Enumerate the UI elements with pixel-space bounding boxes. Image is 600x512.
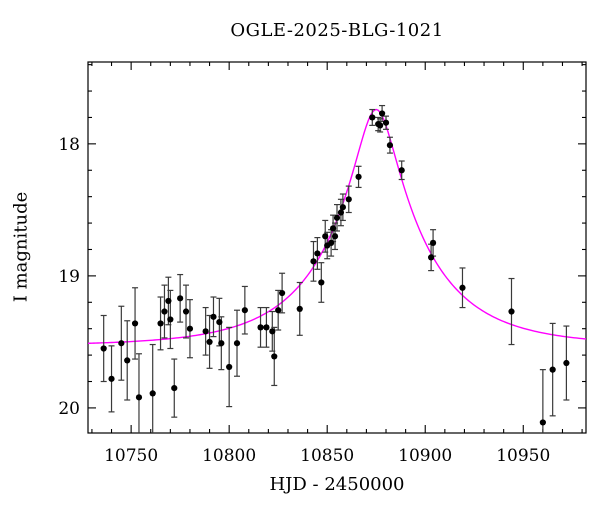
svg-text:19: 19 — [58, 267, 80, 287]
svg-text:10900: 10900 — [398, 446, 452, 466]
data-points — [100, 110, 570, 426]
svg-text:10850: 10850 — [300, 446, 354, 466]
data-layer — [88, 104, 586, 433]
svg-text:10750: 10750 — [104, 446, 158, 466]
svg-text:10800: 10800 — [202, 446, 256, 466]
axis-tick-labels: 10750 10800 10850 10900 10950 18 19 20 — [58, 135, 550, 466]
svg-text:10950: 10950 — [496, 446, 550, 466]
error-bars — [100, 104, 570, 433]
axis-ticks — [88, 62, 586, 433]
x-axis-label: HJD - 2450000 — [269, 474, 405, 495]
svg-text:18: 18 — [58, 135, 80, 155]
svg-text:20: 20 — [58, 399, 80, 419]
plot-frame — [87, 61, 587, 434]
y-axis-label: I magnitude — [10, 191, 32, 303]
page-title: OGLE-2025-BLG-1021 — [230, 20, 444, 41]
